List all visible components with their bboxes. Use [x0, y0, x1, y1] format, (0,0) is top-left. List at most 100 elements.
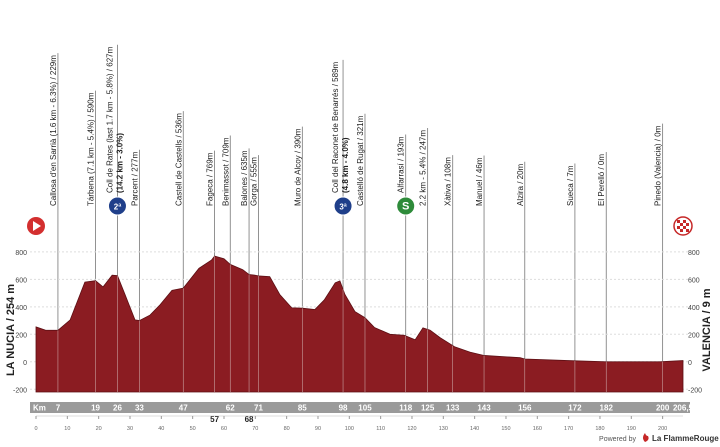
- x-tick-label: 200: [658, 426, 667, 432]
- x-tick-label: 150: [501, 426, 510, 432]
- finish-check: [680, 229, 683, 232]
- y-tick-label: 600: [15, 277, 27, 284]
- km-mark: 118: [399, 404, 412, 413]
- x-tick-label: 140: [470, 426, 479, 432]
- x-tick-label: 160: [533, 426, 542, 432]
- y-tick-label-right: 0: [688, 360, 692, 367]
- finish-check: [683, 220, 686, 223]
- km-mark: 125: [421, 404, 435, 413]
- waypoint-label: Castelló de Rugat / 321m: [356, 115, 365, 206]
- y-tick-label-right: 200: [688, 332, 700, 339]
- waypoint-label: Benimassot / 709m: [221, 137, 230, 206]
- x-tick-label: 190: [627, 426, 636, 432]
- waypoint-label: Fageca / 769m: [206, 152, 215, 206]
- x-tick-label: 110: [376, 426, 385, 432]
- x-tick-label: 80: [284, 426, 290, 432]
- y-tick-label-right: 400: [688, 305, 700, 312]
- finish-check: [683, 226, 686, 229]
- km-mark: 62: [226, 404, 235, 413]
- y-tick-label-right: 600: [688, 277, 700, 284]
- finish-check: [680, 223, 683, 226]
- waypoint-label: 2.2 km - 5.4% / 247m: [419, 130, 428, 206]
- x-tick-label: 120: [407, 426, 416, 432]
- km-mark: 206,5: [673, 404, 694, 413]
- km-mark: 33: [135, 404, 144, 413]
- credit-brand: La FlammeRouge: [652, 434, 719, 443]
- profile-area: [35, 255, 684, 393]
- y-tick-label: 0: [23, 360, 27, 367]
- badge-label: S: [402, 201, 409, 213]
- x-tick-label: 130: [439, 426, 448, 432]
- waypoint-label: Manuel / 46m: [475, 157, 484, 206]
- waypoint-label: Pinedo (Valencia) / 0m: [654, 125, 663, 206]
- x-tick-label: 60: [221, 426, 227, 432]
- km-mark: 133: [446, 404, 460, 413]
- y-tick-label-right: 800: [688, 250, 700, 257]
- waypoint-label: Balones / 635m: [240, 150, 249, 206]
- waypoint-label: Gorga / 555m: [249, 157, 258, 206]
- finish-check: [686, 223, 689, 226]
- x-tick-label: 0: [34, 426, 37, 432]
- start-arrow: [33, 221, 41, 231]
- km-mark: 182: [600, 404, 614, 413]
- x-tick-label: 50: [190, 426, 196, 432]
- waypoint-label: Sueca / 7m: [566, 165, 575, 206]
- y-tick-label: 800: [15, 250, 27, 257]
- km-mark: 71: [254, 404, 263, 413]
- km-mark: 68: [245, 415, 254, 424]
- badge: [107, 196, 127, 216]
- y-tick-label: -200: [13, 387, 27, 394]
- waypoint-label: El Perelló / 0m: [597, 154, 606, 206]
- km-mark: 172: [568, 404, 582, 413]
- waypoint-label: Tárbena (7.1 km - 5.4%) / 590m: [87, 92, 96, 206]
- km-mark: 143: [477, 404, 491, 413]
- km-mark: 156: [518, 404, 532, 413]
- x-tick-label: 10: [64, 426, 70, 432]
- km-mark: 57: [210, 415, 219, 424]
- finish-check: [677, 220, 680, 223]
- credit: Powered by: [599, 436, 636, 443]
- x-tick-label: 30: [127, 426, 133, 432]
- brand-icon: [643, 433, 649, 442]
- waypoint-label: Parcent / 277m: [130, 151, 139, 206]
- km-mark: 98: [339, 404, 348, 413]
- y-tick-label: 400: [15, 305, 27, 312]
- x-tick-label: 20: [96, 426, 102, 432]
- waypoint-label: Xàtiva / 108m: [444, 157, 453, 206]
- km-label: Km: [33, 404, 46, 413]
- start-label: LA NUCIA / 254 m: [5, 284, 17, 376]
- badge-label: 2ª: [114, 203, 121, 212]
- finish-check: [677, 226, 680, 229]
- waypoint-label: Alzira / 20m: [516, 163, 525, 206]
- x-tick-label: 100: [345, 426, 354, 432]
- finish-label: VALENCIA / 9 m: [701, 288, 713, 371]
- badge: [396, 196, 416, 216]
- km-mark: 200: [656, 404, 670, 413]
- km-mark: 26: [113, 404, 122, 413]
- waypoint-label: Coll del Raconet de Benarrés / 589m: [331, 61, 340, 193]
- km-mark: 105: [358, 404, 372, 413]
- waypoint-label: Alfarrasí / 193m: [397, 136, 406, 193]
- y-tick-label-right: -200: [688, 387, 702, 394]
- x-tick-label: 90: [315, 426, 321, 432]
- waypoint-label: Muro de Alcoy / 390m: [293, 128, 302, 206]
- x-tick-label: 70: [252, 426, 258, 432]
- waypoint-label: Callosa d'en Sarrià (1.6 km - 6.3%) / 22…: [49, 55, 58, 206]
- km-mark: 7: [56, 404, 61, 413]
- km-mark: 47: [179, 404, 188, 413]
- km-mark: 19: [91, 404, 100, 413]
- badge: [333, 196, 353, 216]
- km-bar: [30, 402, 690, 413]
- y-tick-label: 200: [15, 332, 27, 339]
- waypoint-detail: (14.2 km - 3.0%): [115, 133, 124, 193]
- x-tick-label: 40: [158, 426, 164, 432]
- waypoint-label: Coll de Rates (last 1.7 km - 5.8%) / 627…: [105, 46, 114, 193]
- badge-label: 3ª: [339, 203, 346, 212]
- waypoint-detail: (4.8 km - 4.0%): [341, 137, 350, 193]
- x-tick-label: 170: [564, 426, 573, 432]
- x-tick-label: 180: [595, 426, 604, 432]
- waypoint-label: Castell de Castells / 536m: [174, 113, 183, 206]
- km-mark: 85: [298, 404, 307, 413]
- finish-check: [686, 229, 689, 232]
